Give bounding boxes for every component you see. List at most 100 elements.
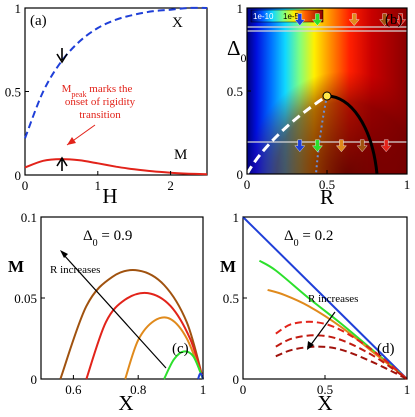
c-ytick-label: 0.05	[14, 291, 37, 306]
a-xtick-label: 0	[22, 178, 29, 193]
y-axis-label-delta: Δ	[227, 36, 241, 60]
series-line-d	[242, 216, 408, 380]
y-axis-label-c: M	[8, 257, 24, 276]
white-dashed-boundary	[245, 94, 328, 175]
panel-c: R increases Δ0 = 0.9 (c) 0.6 0.8 100.050.1…	[8, 210, 206, 415]
b-xtick-label: 1	[404, 177, 411, 192]
series-line-d	[275, 320, 408, 380]
y-axis-label-b: Δ0	[227, 36, 247, 65]
down-arrow-marker	[380, 139, 392, 153]
colorbar	[250, 9, 324, 23]
c-ytick-label: 0.1	[21, 210, 37, 225]
y-axis-label-d: M	[220, 257, 236, 276]
x-axis-label-d: X	[317, 391, 332, 415]
panel-d-ticks: 0 0.5 1 0 0.5 1	[223, 210, 411, 397]
colorbar-label-low: 1e-10	[253, 12, 274, 21]
title-c-sub: 0	[93, 238, 98, 249]
panel-c-frame	[40, 216, 204, 380]
down-arrow-marker	[356, 139, 368, 153]
a-ytick-label: 0	[15, 168, 22, 183]
black-boundary	[326, 94, 379, 175]
title-c-delta: Δ	[83, 228, 93, 244]
colorbar-label-high: 1e-5	[283, 12, 300, 21]
r-increases-label-c: R increases	[50, 264, 100, 276]
panel-c-ticks: 0.6 0.8 1 0 0.05 0.1	[14, 210, 206, 397]
down-arrow-marker	[335, 139, 347, 153]
b-xtick-label: 0	[244, 177, 251, 192]
series-x-label: X	[172, 15, 183, 31]
panel-label-d: (d)	[377, 341, 395, 357]
heatmap-dark-region	[247, 8, 407, 174]
c-xtick-label: 0.6	[65, 382, 82, 397]
series-line-c	[59, 269, 204, 380]
title-d-rest: = 0.2	[299, 228, 334, 244]
a-ytick-label: 1	[15, 1, 22, 16]
panel-a: X M (a) Mpeak marks the onset of rigidit…	[5, 1, 208, 208]
annotation-marks: marks the	[87, 83, 133, 95]
panel-d: R increases Δ0 = 0.2 (d) 0 0.5 100.51 M X	[220, 210, 410, 415]
down-arrow-marker	[294, 139, 306, 153]
panel-d-series	[242, 216, 408, 380]
d-xtick-label: 0	[240, 382, 247, 397]
title-d-sub: 0	[294, 238, 299, 249]
down-arrow-marker	[348, 13, 360, 26]
c-ytick-label: 0	[31, 372, 38, 387]
x-axis-label-c: X	[118, 391, 133, 415]
r-increases-arrow-c	[62, 253, 167, 369]
series-line-c	[124, 316, 204, 380]
arrow-markers	[294, 13, 407, 153]
b-ytick-label: 1	[237, 1, 244, 16]
series-x-line	[24, 6, 208, 139]
series-m-label: M	[174, 147, 187, 163]
y-axis-label-sub: 0	[241, 51, 247, 65]
title-c: Δ0 = 0.9	[83, 228, 132, 249]
panel-a-frame	[24, 7, 208, 176]
dotted-boundary	[315, 95, 328, 175]
peak-arrow-lower	[56, 156, 68, 171]
series-line-d	[275, 334, 408, 380]
d-ytick-label: 0.5	[223, 291, 239, 306]
series-line-c	[163, 350, 204, 380]
r-increases-arrow-d	[309, 311, 336, 347]
down-arrow-marker	[379, 13, 391, 26]
panel-label-c: (c)	[172, 341, 189, 357]
x-axis-label-a: H	[102, 184, 117, 208]
b-xtick-label: 0.5	[319, 177, 335, 192]
c-xtick-label: 1	[200, 382, 207, 397]
down-arrow-marker	[311, 13, 323, 26]
a-xtick-label: 2	[167, 178, 174, 193]
series-m-line	[24, 158, 208, 176]
title-d-delta: Δ	[284, 228, 294, 244]
d-xtick-label: 0.5	[317, 382, 333, 397]
r-increases-arrowhead-d	[307, 341, 314, 350]
a-xtick-label: 1	[95, 178, 102, 193]
down-arrow-marker	[395, 13, 407, 26]
series-line-d	[267, 288, 408, 380]
d-ytick-label: 1	[233, 210, 240, 225]
annotation-arrowhead	[67, 137, 76, 145]
annotation-line-3: transition	[79, 109, 121, 121]
critical-point	[322, 91, 332, 101]
peak-arrow-upper	[56, 48, 68, 64]
series-line-d	[275, 345, 408, 380]
d-xtick-label: 1	[404, 382, 411, 397]
title-c-rest: = 0.9	[98, 228, 133, 244]
annotation-line-2: onset of rigidity	[65, 96, 136, 108]
panel-a-ticks: 0 1 2 0 0.5 1	[5, 1, 174, 193]
title-d: Δ0 = 0.2	[284, 228, 333, 249]
b-ytick-label: 0.5	[227, 84, 243, 99]
a-ytick-label: 0.5	[5, 85, 21, 100]
panel-c-series	[59, 269, 204, 380]
down-arrow-marker	[311, 139, 323, 153]
panel-label-a: (a)	[30, 13, 47, 29]
d-ytick-label: 0	[233, 372, 240, 387]
series-line-c	[85, 291, 204, 380]
panel-b: 1e-10 1e-5 (b) 0 0.5 100.51 Δ0 R	[227, 1, 411, 209]
annotation-text-a: Mpeak marks the	[62, 83, 133, 99]
r-increases-arrowhead-c	[60, 250, 68, 258]
c-xtick-label: 0.8	[130, 382, 146, 397]
down-arrow-marker	[294, 13, 306, 26]
annotation-m: M	[62, 83, 72, 95]
panel-b-ticks: 0 0.5 1 0 0.5 1	[227, 1, 411, 192]
